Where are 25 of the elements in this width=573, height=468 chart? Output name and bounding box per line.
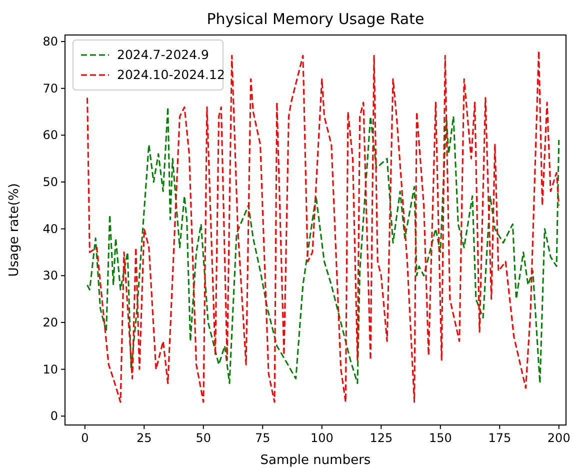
legend-label: 2024.10-2024.12 — [117, 67, 225, 82]
legend-label: 2024.7-2024.9 — [117, 47, 210, 62]
x-tick-label: 100 — [310, 431, 334, 445]
x-tick-label: 150 — [428, 431, 452, 445]
line-series — [86, 106, 560, 384]
y-tick-label: 0 — [50, 409, 58, 424]
y-tick-label: 50 — [42, 175, 58, 190]
x-tick-label: 50 — [196, 431, 212, 445]
x-tick-label: 125 — [370, 431, 393, 445]
y-tick-label: 30 — [42, 268, 58, 283]
y-tick-label: 60 — [42, 128, 58, 142]
x-axis-title: Sample numbers — [260, 453, 371, 468]
y-tick-label: 20 — [42, 315, 58, 330]
x-tick-label: 75 — [255, 431, 270, 445]
line-series — [86, 50, 560, 403]
x-tick-label: 200 — [547, 431, 570, 445]
y-axis-title: Usage rate(%) — [7, 183, 22, 277]
y-tick-label: 10 — [42, 362, 58, 376]
chart-title: Physical Memory Usage Rate — [206, 10, 424, 28]
y-tick-label: 80 — [42, 34, 58, 49]
x-tick-label: 175 — [488, 431, 512, 445]
y-tick-label: 70 — [42, 81, 58, 96]
x-tick-label: 25 — [136, 431, 152, 445]
y-tick-label: 40 — [42, 222, 58, 236]
x-tick-label: 0 — [81, 431, 89, 445]
